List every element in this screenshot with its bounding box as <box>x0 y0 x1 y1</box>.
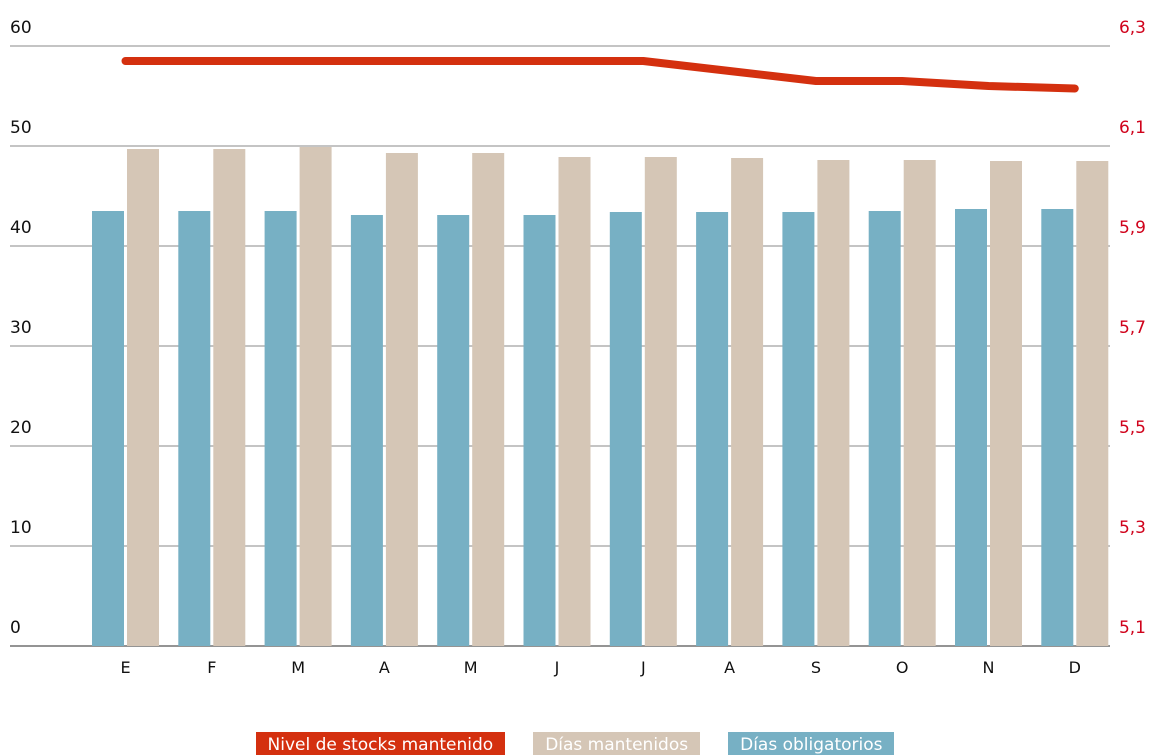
right-tick-label: 6,1 <box>1119 118 1146 138</box>
bar-dias-obligatorios <box>437 215 470 646</box>
bar-dias-mantenidos <box>1076 161 1109 646</box>
left-tick-label: 40 <box>10 218 32 238</box>
left-tick-label: 0 <box>10 618 21 638</box>
x-tick-label: E <box>120 658 130 677</box>
bar-dias-obligatorios <box>696 212 729 646</box>
bar-dias-obligatorios <box>609 212 642 646</box>
bar-dias-obligatorios <box>782 212 815 646</box>
x-tick-label: F <box>207 658 216 677</box>
bar-dias-mantenidos <box>903 160 936 646</box>
legend-item-days-required: Días obligatorios <box>728 732 895 755</box>
right-tick-label: 5,7 <box>1119 318 1146 338</box>
left-tick-label: 60 <box>10 18 32 38</box>
line-nivel-de-stocks <box>121 57 1079 93</box>
bar-dias-mantenidos <box>385 153 418 646</box>
x-tick-label: S <box>811 658 821 677</box>
x-tick-label: O <box>896 658 909 677</box>
bar-dias-mantenidos <box>644 157 677 646</box>
right-tick-label: 6,3 <box>1119 18 1146 38</box>
bar-dias-obligatorios <box>92 211 124 646</box>
x-tick-label: A <box>379 658 390 677</box>
left-tick-label: 50 <box>10 118 32 138</box>
bar-dias-mantenidos <box>817 160 850 646</box>
bar-dias-mantenidos <box>127 149 159 646</box>
x-tick-label: J <box>554 658 560 677</box>
x-tick-label: D <box>1069 658 1081 677</box>
bar-dias-obligatorios <box>955 209 987 646</box>
bar-dias-obligatorios <box>264 211 297 646</box>
x-tick-label: N <box>983 658 995 677</box>
stock-level-line <box>121 57 1079 93</box>
bar-dias-obligatorios <box>1041 209 1074 646</box>
bar-dias-obligatorios <box>868 211 901 646</box>
bar-dias-obligatorios <box>178 211 211 646</box>
left-y-axis: 0 10 20 30 40 50 60 <box>10 18 32 638</box>
bar-dias-mantenidos <box>558 157 591 646</box>
legend-item-days-kept: Días mantenidos <box>533 732 701 755</box>
right-tick-label: 5,9 <box>1119 218 1146 238</box>
bar-dias-mantenidos <box>299 147 332 646</box>
right-y-axis: 5,1 5,3 5,5 5,7 5,9 6,1 6,3 <box>1119 18 1146 638</box>
bar-dias-obligatorios <box>350 215 383 646</box>
bar-dias-mantenidos <box>472 153 505 646</box>
bar-dias-obligatorios <box>523 215 556 646</box>
left-tick-label: 10 <box>10 518 32 538</box>
bar-dias-mantenidos <box>213 149 246 646</box>
x-tick-label: A <box>724 658 735 677</box>
right-tick-label: 5,5 <box>1119 418 1146 438</box>
x-tick-label: M <box>464 658 478 677</box>
right-tick-label: 5,3 <box>1119 518 1146 538</box>
legend-item-stock-level: Nivel de stocks mantenido <box>255 732 506 755</box>
right-tick-label: 5,1 <box>1119 618 1146 638</box>
left-tick-label: 20 <box>10 418 32 438</box>
bar-dias-mantenidos <box>990 161 1022 646</box>
left-tick-label: 30 <box>10 318 32 338</box>
legend: Nivel de stocks mantenido Días mantenido… <box>0 732 1150 755</box>
x-tick-label: M <box>291 658 305 677</box>
bar-dias-mantenidos <box>731 158 764 646</box>
bars <box>92 147 1109 646</box>
x-tick-label: J <box>640 658 646 677</box>
